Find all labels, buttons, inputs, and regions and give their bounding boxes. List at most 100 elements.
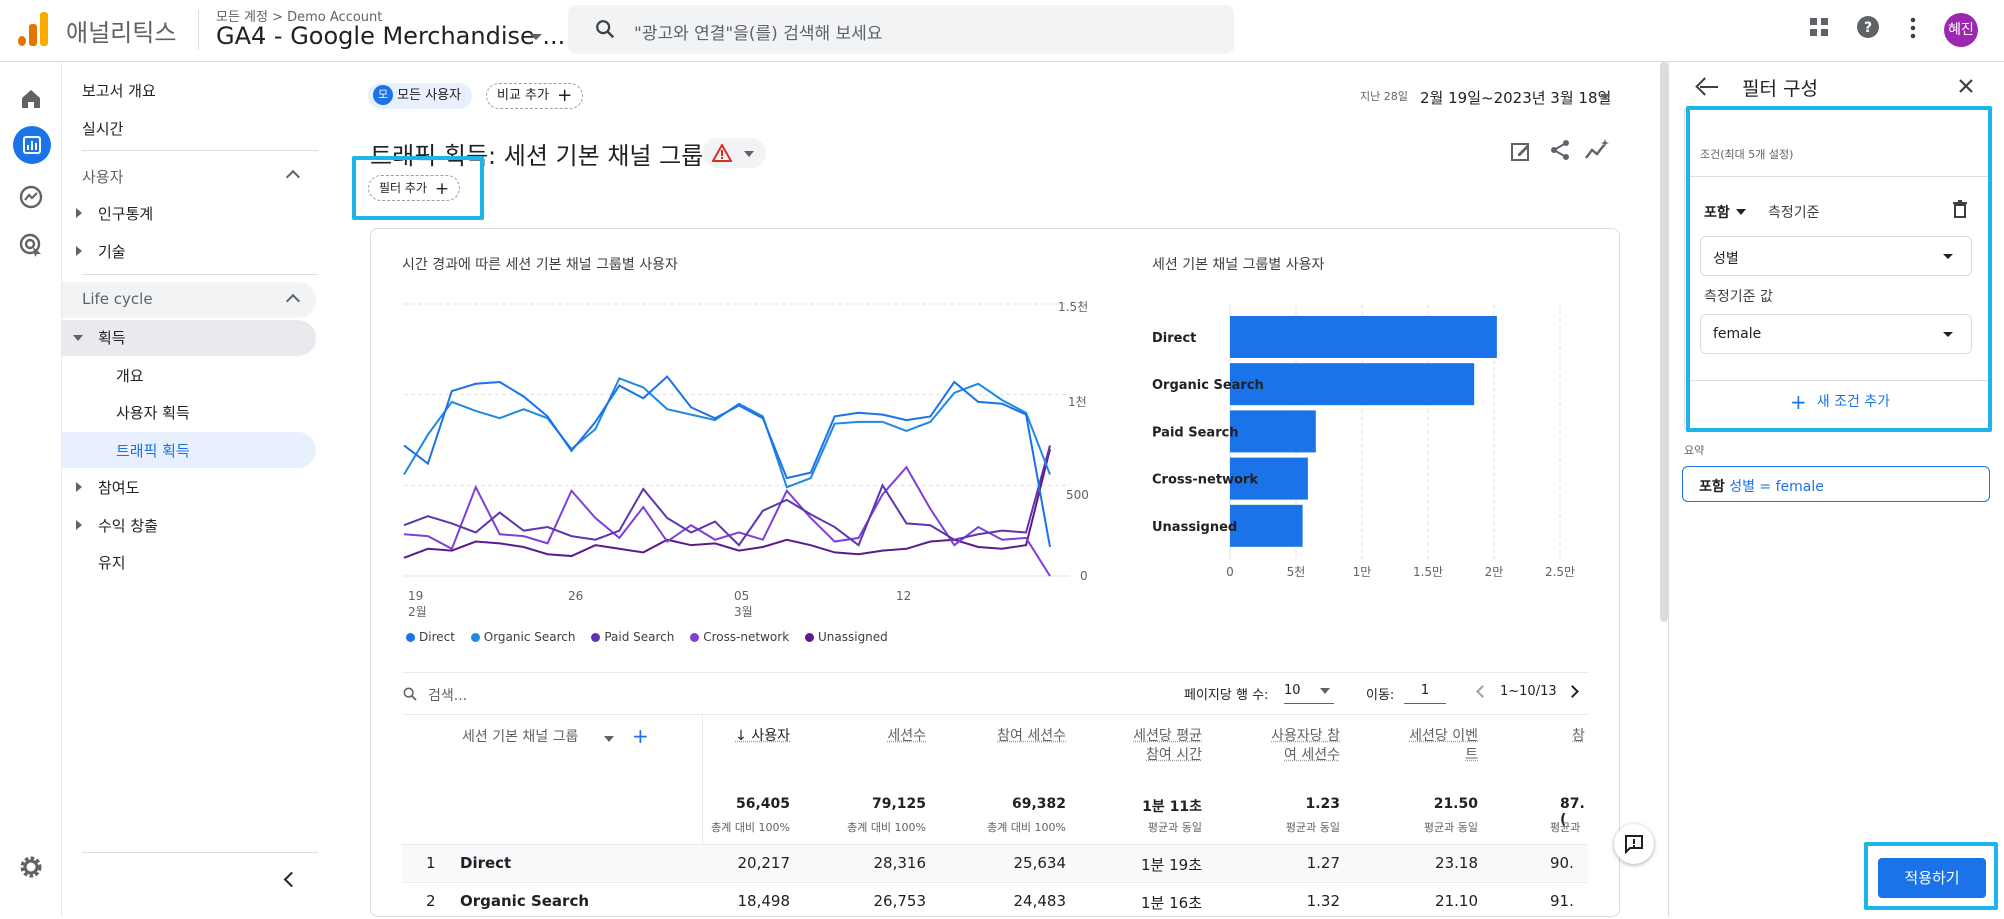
apps-grid-icon[interactable] bbox=[1808, 16, 1830, 38]
segment-avatar: 모 bbox=[373, 85, 393, 105]
column-header-sessions[interactable]: 세션수 bbox=[887, 728, 926, 744]
add-filter-label: 필터 추가 bbox=[379, 181, 427, 195]
series-line[interactable] bbox=[403, 448, 1051, 559]
nav-section-user[interactable]: 사용자 bbox=[82, 168, 124, 186]
row-channel[interactable]: Organic Search bbox=[460, 892, 590, 910]
expand-icon[interactable] bbox=[76, 246, 82, 256]
bar[interactable] bbox=[1230, 410, 1316, 453]
expand-icon[interactable] bbox=[76, 482, 82, 492]
nav-demographics[interactable]: 인구통계 bbox=[98, 205, 154, 223]
add-filter-button[interactable]: 필터 추가 + bbox=[368, 175, 461, 201]
plus-icon: + bbox=[557, 85, 573, 106]
add-comparison-button[interactable]: 비교 추가 + bbox=[486, 83, 584, 109]
analytics-logo-icon[interactable] bbox=[18, 12, 48, 46]
add-condition-button[interactable]: + 새 조건 추가 bbox=[1790, 390, 1890, 414]
match-type-caret-icon[interactable] bbox=[1736, 209, 1746, 215]
column-header-events-per-session[interactable]: 세션당 이벤 트 bbox=[1409, 728, 1478, 763]
y-tick-label: 500 bbox=[1066, 488, 1089, 502]
table-row[interactable]: 1 Direct 20,217 28,316 25,634 1분 19초 1.2… bbox=[402, 844, 1588, 881]
feedback-button[interactable] bbox=[1614, 824, 1654, 864]
row-engaged-per-user: 1.32 bbox=[1306, 892, 1340, 910]
segment-chip[interactable]: 모 모든 사용자 bbox=[368, 83, 473, 109]
date-range[interactable]: 2월 19일~2023년 3월 18일 bbox=[1420, 89, 1612, 107]
avatar[interactable]: 혜진 bbox=[1944, 13, 1978, 47]
column-header-engagement-rate[interactable]: 참 bbox=[1572, 728, 1585, 744]
expand-icon[interactable] bbox=[76, 520, 82, 530]
bar[interactable] bbox=[1230, 363, 1475, 406]
apply-button[interactable]: 적용하기 bbox=[1878, 858, 1986, 898]
nav-overview[interactable]: 보고서 개요 bbox=[82, 82, 156, 100]
table-search-input[interactable]: 검색... bbox=[428, 688, 468, 704]
column-header-engaged-sessions[interactable]: 참여 세션수 bbox=[997, 728, 1066, 744]
nav-acquisition[interactable]: 획득 bbox=[98, 329, 126, 347]
line-chart[interactable] bbox=[400, 290, 1090, 590]
column-header-engaged-per-user[interactable]: 사용자당 참 여 세션수 bbox=[1271, 728, 1340, 763]
nav-engagement[interactable]: 참여도 bbox=[98, 479, 140, 497]
home-icon[interactable] bbox=[16, 84, 46, 114]
caret-icon[interactable] bbox=[1320, 688, 1330, 694]
series-line[interactable] bbox=[403, 445, 1051, 547]
collapse-nav-icon[interactable] bbox=[283, 871, 300, 888]
date-caret-icon[interactable] bbox=[1600, 94, 1610, 100]
legend-item[interactable]: Unassigned bbox=[804, 630, 888, 644]
help-icon[interactable]: ? bbox=[1856, 15, 1880, 39]
column-header-avg-engagement[interactable]: 세션당 평균 참여 시간 bbox=[1133, 728, 1202, 763]
series-line[interactable] bbox=[403, 375, 1051, 548]
dimension-caret-icon[interactable] bbox=[604, 736, 614, 742]
bar-chart[interactable]: 0 5천 1만 1.5만 2만 2.5만 Direct Organic Search Paid … bbox=[1140, 290, 1600, 590]
legend-item[interactable]: Organic Search bbox=[470, 630, 575, 644]
nav-monetization[interactable]: 수익 창출 bbox=[98, 517, 158, 535]
bar[interactable] bbox=[1230, 457, 1308, 500]
category-label: Unassigned bbox=[1152, 520, 1237, 535]
row-engaged-sessions: 25,634 bbox=[1013, 854, 1067, 872]
advertising-icon[interactable] bbox=[16, 230, 46, 260]
goto-input[interactable]: 1 bbox=[1404, 680, 1446, 704]
settings-icon[interactable] bbox=[16, 852, 46, 882]
add-dimension-icon[interactable]: + bbox=[632, 724, 649, 748]
nav-traffic-acquisition[interactable]: 트래픽 획득 bbox=[116, 442, 190, 460]
table-row[interactable]: 2 Organic Search 18,498 26,753 24,483 1분… bbox=[402, 882, 1588, 919]
match-type-select[interactable]: 포함 bbox=[1704, 205, 1730, 221]
expand-icon[interactable] bbox=[76, 208, 82, 218]
chevron-up-icon[interactable] bbox=[285, 169, 301, 185]
bar[interactable] bbox=[1230, 504, 1303, 547]
delete-icon[interactable] bbox=[1952, 200, 1968, 218]
legend-item[interactable]: Paid Search bbox=[591, 630, 674, 644]
bar[interactable] bbox=[1230, 316, 1497, 358]
close-icon[interactable] bbox=[1958, 78, 1974, 94]
nav-realtime[interactable]: 실시간 bbox=[82, 120, 124, 138]
more-vert-icon[interactable] bbox=[1908, 16, 1918, 40]
x-tick-label: 26 bbox=[568, 589, 584, 603]
rows-per-page-select[interactable]: 10 bbox=[1284, 680, 1334, 704]
property-selector[interactable]: GA4 - Google Merchandise ... bbox=[216, 22, 566, 50]
property-caret-icon[interactable] bbox=[530, 34, 542, 40]
row-engagement-rate: 90. bbox=[1550, 854, 1574, 872]
explore-icon[interactable] bbox=[16, 182, 46, 212]
nav-section-lifecycle[interactable]: Life cycle bbox=[82, 290, 153, 308]
nav-retention[interactable]: 유지 bbox=[98, 554, 126, 572]
insights-icon[interactable] bbox=[1584, 138, 1610, 162]
row-channel[interactable]: Direct bbox=[460, 854, 512, 872]
collapse-icon[interactable] bbox=[73, 335, 83, 341]
category-label: Organic Search bbox=[1152, 378, 1264, 393]
dimension-column-header[interactable]: 세션 기본 채널 그룹 bbox=[462, 729, 579, 745]
dimension-value-select[interactable]: female bbox=[1700, 314, 1972, 354]
share-icon[interactable] bbox=[1548, 138, 1572, 162]
legend-item[interactable]: Cross-network bbox=[690, 630, 789, 644]
column-header-users[interactable]: ↓ 사용자 bbox=[735, 728, 790, 744]
row-events-per-session: 23.18 bbox=[1435, 854, 1478, 872]
search-bar[interactable]: "광고와 연결"을(를) 검색해 보세요 bbox=[568, 5, 1234, 54]
customize-report-icon[interactable] bbox=[1510, 140, 1532, 162]
nav-acq-overview[interactable]: 개요 bbox=[116, 367, 144, 385]
page-scrollbar[interactable] bbox=[1660, 62, 1668, 622]
dimension-select[interactable]: 성별 bbox=[1700, 236, 1972, 276]
legend-item[interactable]: Direct bbox=[406, 630, 455, 644]
nav-user-acquisition[interactable]: 사용자 획득 bbox=[116, 404, 190, 422]
x-tick-label: 1만 bbox=[1353, 565, 1372, 579]
reports-icon[interactable] bbox=[13, 126, 51, 164]
filter-summary: 포함 성별 = female bbox=[1682, 466, 1990, 502]
series-line[interactable] bbox=[403, 465, 1051, 577]
nav-tech[interactable]: 기술 bbox=[98, 243, 126, 261]
account-breadcrumb[interactable]: 모든 계정 > Demo Account bbox=[216, 10, 383, 25]
title-warning-button[interactable] bbox=[702, 138, 766, 168]
